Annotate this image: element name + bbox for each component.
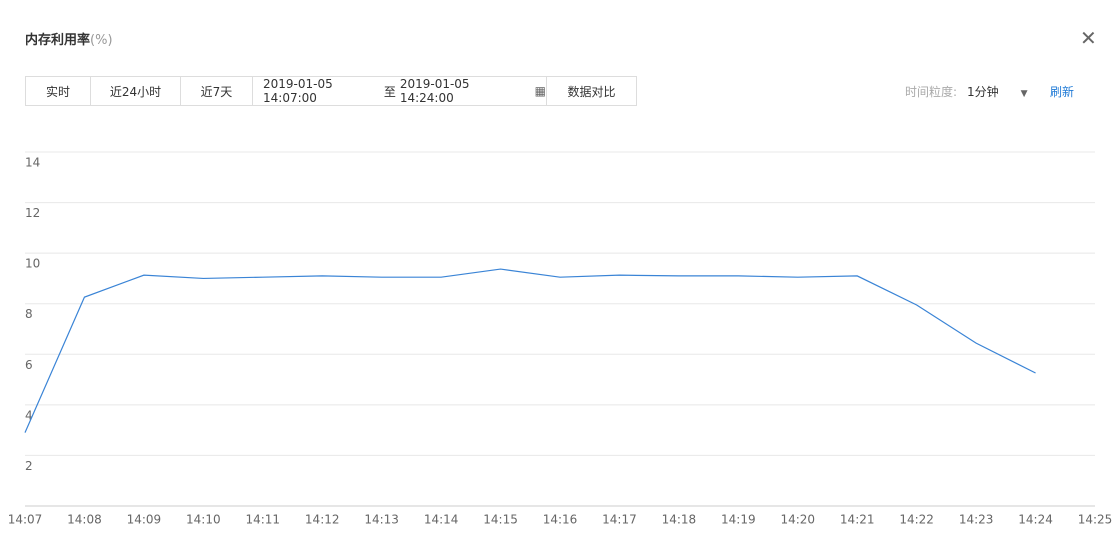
x-tick-label: 14:22 [899, 513, 934, 527]
x-tick-label: 14:18 [662, 513, 697, 527]
toolbar: 实时 近24小时 近7天 2019-01-05 14:07:00 至 2019-… [25, 76, 637, 106]
dropdown-arrow: ▼ [1020, 89, 1028, 99]
y-tick-label: 4 [25, 408, 33, 422]
y-tick-label: 2 [25, 459, 33, 473]
range-end: 2019-01-05 14:24:00 [399, 77, 470, 105]
x-tick-label: 14:12 [305, 513, 340, 527]
x-tick-label: 14:24 [1018, 513, 1053, 527]
y-tick-label: 10 [25, 257, 40, 271]
granularity-label: 时间粒度: [905, 85, 958, 99]
preset-button[interactable]: 近24小时 [91, 77, 181, 105]
close-button[interactable]: ✕ [1080, 26, 1097, 50]
x-tick-label: 14:21 [840, 513, 875, 527]
y-tick-label: 14 [25, 156, 40, 170]
x-tick-label: 14:13 [364, 513, 399, 527]
x-tick-label: 14:25 [1078, 513, 1113, 527]
preset-button[interactable]: 近7天 [181, 77, 253, 105]
title-unit: (%) [90, 33, 113, 48]
x-tick-label: 14:23 [959, 513, 994, 527]
dialog-title: 内存利用率(%) [25, 29, 113, 48]
granularity-select[interactable]: 1分钟 ▼ [967, 83, 1028, 100]
y-tick-label: 8 [25, 307, 33, 321]
x-tick-label: 14:10 [186, 513, 221, 527]
x-tick-label: 14:16 [543, 513, 578, 527]
x-tick-label: 14:17 [602, 513, 637, 527]
x-tick-label: 14:07 [8, 513, 43, 527]
y-tick-label: 6 [25, 358, 33, 372]
preset-button[interactable]: 实时 [26, 77, 91, 105]
title-text: 内存利用率 [25, 33, 91, 48]
range-start: 2019-01-05 14:07:00 [263, 77, 333, 105]
x-tick-label: 14:20 [780, 513, 815, 527]
data-line [24, 268, 1036, 433]
calendar-icon: ▦ [534, 84, 546, 98]
x-tick-label: 14:19 [721, 513, 756, 527]
range-separator: 至 [383, 84, 396, 99]
x-tick-label: 14:11 [245, 513, 280, 527]
refresh-link[interactable]: 刷新 [1050, 85, 1075, 99]
y-tick-label: 12 [25, 206, 40, 220]
x-tick-label: 14:08 [67, 513, 102, 527]
granularity-value: 1分钟 [967, 85, 999, 99]
compare-button[interactable]: 数据对比 [567, 84, 616, 99]
x-tick-label: 14:09 [127, 513, 162, 527]
date-range[interactable]: 2019-01-05 14:07:00 至 2019-01-05 14:24:0… [253, 77, 547, 105]
x-tick-label: 14:15 [483, 513, 518, 527]
x-tick-label: 14:14 [424, 513, 459, 527]
